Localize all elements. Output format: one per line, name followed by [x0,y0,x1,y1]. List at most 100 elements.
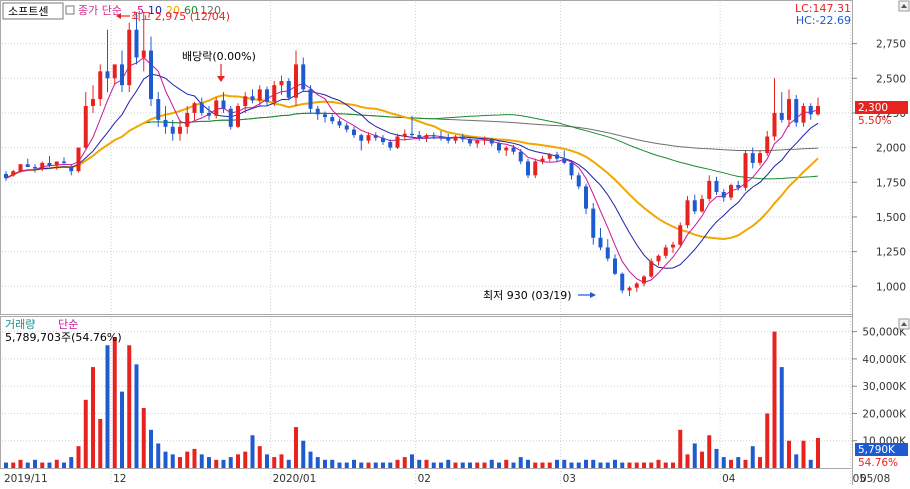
candle [33,164,37,173]
candle [83,92,88,149]
hc-label: HC:-22.69 [796,14,851,27]
volume-bar [163,451,168,468]
candle [4,171,8,181]
candle [105,29,110,93]
candle [613,254,617,276]
legend-settings-icon[interactable] [65,5,75,15]
volume-bar [808,459,813,468]
candle [663,244,668,259]
candle [526,158,530,179]
volume-bar [504,459,509,468]
candle [410,115,414,138]
candle [801,103,806,127]
volume-info: 5,789,703주(54.76%) [5,331,122,344]
candle [149,36,153,106]
volume-bar [105,345,110,468]
volume-tick-label: 40,000K [862,354,907,366]
candle [576,172,581,190]
volume-bar [460,462,465,468]
candle [497,140,501,154]
volume-bar-layer [4,331,820,468]
volume-bar [613,459,617,468]
price-tick-label: 2,000 [876,143,906,155]
price-badge-pct: 5.50% [858,115,891,127]
volume-bar [170,454,175,468]
volume-bar [134,364,139,468]
ma20-label: 20 [166,4,180,17]
volume-bar [112,337,117,468]
candle [489,137,494,147]
candle [475,139,480,148]
candle [170,119,175,141]
x-tick-label: 05/08 [860,473,890,485]
volume-bar [192,448,197,468]
volume-bar [18,459,23,468]
volume-bar [214,459,219,468]
candle [540,155,545,165]
volume-badge-pct: 54.76% [858,457,898,469]
ma10-line [5,73,819,269]
volume-bar [91,367,95,468]
volume-bar [243,451,248,468]
price-tick-label: 1,000 [876,281,906,293]
volume-bar [779,367,784,468]
volume-bar [518,457,523,468]
volume-bar [257,446,262,468]
volume-bar [40,462,45,468]
candle [388,139,393,151]
candle [199,97,204,116]
x-tick-label: 03 [563,473,576,485]
volume-bar [714,448,719,468]
volume-bar [765,413,770,468]
candle [178,119,182,141]
volume-bar [47,462,52,468]
volume-bar [272,457,277,468]
volume-bar [228,457,233,468]
volume-bar [511,462,516,468]
volume-bar [373,462,378,468]
candle [518,148,523,165]
volume-tick-label: 50,000K [862,327,907,339]
candle [591,203,596,245]
candle [40,161,45,172]
volume-bar [787,440,791,468]
candle [192,101,197,120]
volume-bar [468,462,472,468]
candle [359,133,364,151]
price-badge-value: 2,300 [858,102,888,114]
volume-bar [221,459,226,468]
candle [62,157,66,165]
x-tick-label: 12 [113,473,126,485]
volume-bar [729,459,733,468]
y-axis-panel [853,0,910,485]
candle [156,92,161,127]
volume-bar [236,454,240,468]
volume-bar [199,454,204,468]
candle [671,241,675,253]
candle [308,85,313,113]
volume-bar [250,435,255,468]
volume-bar [721,457,726,468]
volume-bar [315,457,320,468]
volume-bar [758,457,762,468]
candle [344,122,349,133]
volume-bar [366,462,371,468]
candle [301,57,306,93]
high-annotation: 최고 2,975 (12/04) [116,10,230,23]
volume-bar [489,459,494,468]
volume-bar [178,457,182,468]
candle [112,64,117,86]
volume-bar [584,459,588,468]
volume-bar [11,462,16,468]
candlestick-layer [4,11,820,296]
moving-average-layer [5,56,819,283]
volume-bar [482,462,487,468]
volume-bar [207,457,211,468]
x-tick-label: 2020/01 [273,473,317,485]
stock-name-box[interactable] [2,2,64,20]
candle [417,130,422,141]
candle [120,50,124,93]
price-badge: 2,300 5.50% [855,101,908,127]
volume-bar [743,459,748,468]
